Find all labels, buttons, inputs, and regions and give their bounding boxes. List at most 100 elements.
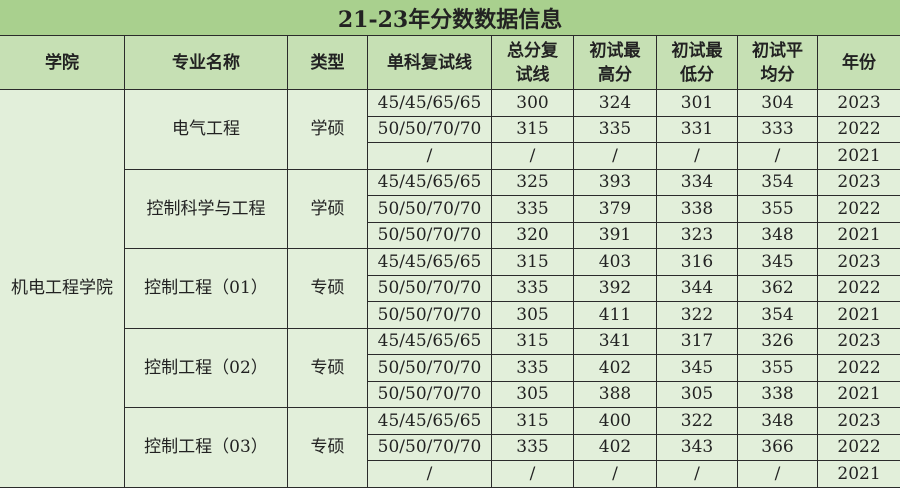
max-score-cell: 403 <box>573 248 657 276</box>
table-row: 50/50/70/70 305 411 322 354 2021 <box>0 301 900 329</box>
table-row: 50/50/70/70 320 391 323 348 2021 <box>0 221 900 249</box>
year-cell: 2023 <box>816 89 900 117</box>
major-name-cell: 控制工程（01） <box>124 248 288 329</box>
year-cell: 2023 <box>816 327 900 355</box>
avg-score-cell: 304 <box>737 89 818 117</box>
year-cell: 2022 <box>816 354 900 382</box>
total-line-cell: 335 <box>491 354 574 382</box>
table-row: 控制工程（01） 专硕 45/45/65/65 315 403 316 345 2023 <box>0 248 900 329</box>
min-score-cell: 316 <box>656 248 738 276</box>
avg-score-cell: 338 <box>737 380 818 408</box>
year-cell: 2021 <box>816 301 900 329</box>
college-cell: 机电工程学院 <box>0 89 125 488</box>
total-line-cell: 320 <box>491 221 574 249</box>
single-subject-line-cell: 45/45/65/65 <box>367 248 492 276</box>
min-score-cell: / <box>656 142 738 170</box>
min-score-cell: / <box>656 460 738 488</box>
min-score-cell: 344 <box>656 274 738 302</box>
single-subject-line-cell: 50/50/70/70 <box>367 195 492 223</box>
single-subject-line-cell: 45/45/65/65 <box>367 89 492 117</box>
avg-score-cell: / <box>737 460 818 488</box>
header-max-score: 初试最高分 <box>573 35 657 90</box>
avg-score-cell: 366 <box>737 433 818 461</box>
min-score-cell: 338 <box>656 195 738 223</box>
table-row: / / / //2021 <box>0 460 900 488</box>
min-score-cell: 323 <box>656 221 738 249</box>
total-line-cell: 335 <box>491 195 574 223</box>
table-row: 50/50/70/70 315 335 331 333 2022 <box>0 115 900 143</box>
max-score-cell: 393 <box>573 168 657 196</box>
major-name-cell: 控制科学与工程 <box>124 168 288 249</box>
max-score-cell: 402 <box>573 354 657 382</box>
avg-score-cell: 333 <box>737 115 818 143</box>
type-cell: 专硕 <box>287 248 368 329</box>
total-line-cell: 335 <box>491 433 574 461</box>
total-line-cell: 315 <box>491 115 574 143</box>
avg-score-cell: 355 <box>737 354 818 382</box>
total-line-cell: 325 <box>491 168 574 196</box>
major-name-cell: 电气工程 <box>124 89 288 170</box>
table-row: 50/50/70/70 335 392 344 362 2022 <box>0 274 900 302</box>
year-cell: 2021 <box>816 221 900 249</box>
table-row: 50/50/70/70 335 402 343 366 2022 <box>0 433 900 461</box>
table-row: / / / //2021 <box>0 142 900 170</box>
type-cell: 学硕 <box>287 89 368 170</box>
avg-score-cell: 345 <box>737 248 818 276</box>
year-cell: 2021 <box>816 380 900 408</box>
max-score-cell: / <box>573 460 657 488</box>
year-cell: 2022 <box>816 433 900 461</box>
header-type: 类型 <box>287 35 368 90</box>
header-single-subject-line: 单科复试线 <box>367 35 492 90</box>
header-year: 年份 <box>816 35 900 90</box>
min-score-cell: 305 <box>656 380 738 408</box>
max-score-cell: 324 <box>573 89 657 117</box>
min-score-cell: 331 <box>656 115 738 143</box>
max-score-cell: 341 <box>573 327 657 355</box>
year-cell: 2021 <box>816 142 900 170</box>
max-score-cell: 411 <box>573 301 657 329</box>
table-row: 控制工程（03） 专硕 45/45/65/65 315 400 322 348 2023 <box>0 407 900 488</box>
table-row: 50/50/70/70 335 402 345 355 2022 <box>0 354 900 382</box>
table-title: 21-23年分数数据信息 <box>0 0 900 36</box>
single-subject-line-cell: 50/50/70/70 <box>367 274 492 302</box>
single-subject-line-cell: 50/50/70/70 <box>367 221 492 249</box>
avg-score-cell: 362 <box>737 274 818 302</box>
single-subject-line-cell: 50/50/70/70 <box>367 433 492 461</box>
max-score-cell: 388 <box>573 380 657 408</box>
total-line-cell: / <box>491 460 574 488</box>
total-line-cell: 335 <box>491 274 574 302</box>
min-score-cell: 301 <box>656 89 738 117</box>
avg-score-cell: / <box>737 142 818 170</box>
year-cell: 2021 <box>816 460 900 488</box>
avg-score-cell: 354 <box>737 301 818 329</box>
major-name-cell: 控制工程（03） <box>124 407 288 488</box>
single-subject-line-cell: / <box>367 142 492 170</box>
avg-score-cell: 355 <box>737 195 818 223</box>
major-name-cell: 控制工程（02） <box>124 327 288 408</box>
avg-score-cell: 348 <box>737 221 818 249</box>
max-score-cell: 335 <box>573 115 657 143</box>
header-total-line: 总分复试线 <box>491 35 574 90</box>
total-line-cell: 305 <box>491 380 574 408</box>
max-score-cell: 392 <box>573 274 657 302</box>
min-score-cell: 343 <box>656 433 738 461</box>
table-row: 50/50/70/70 305 388 305 338 2021 <box>0 380 900 408</box>
type-cell: 专硕 <box>287 407 368 488</box>
year-cell: 2022 <box>816 195 900 223</box>
year-cell: 2022 <box>816 115 900 143</box>
header-min-score: 初试最低分 <box>656 35 738 90</box>
min-score-cell: 317 <box>656 327 738 355</box>
type-cell: 学硕 <box>287 168 368 249</box>
header-major-name: 专业名称 <box>124 35 288 90</box>
total-line-cell: 315 <box>491 407 574 435</box>
table-row: 控制科学与工程 学硕 45/45/65/65 325 393 334 354 2023 <box>0 168 900 249</box>
single-subject-line-cell: 50/50/70/70 <box>367 115 492 143</box>
max-score-cell: 400 <box>573 407 657 435</box>
year-cell: 2023 <box>816 407 900 435</box>
header-college: 学院 <box>0 35 125 90</box>
single-subject-line-cell: 50/50/70/70 <box>367 354 492 382</box>
max-score-cell: / <box>573 142 657 170</box>
year-cell: 2023 <box>816 248 900 276</box>
table-row: 控制工程（02） 专硕 45/45/65/65 315 341 317 326 2023 <box>0 327 900 408</box>
